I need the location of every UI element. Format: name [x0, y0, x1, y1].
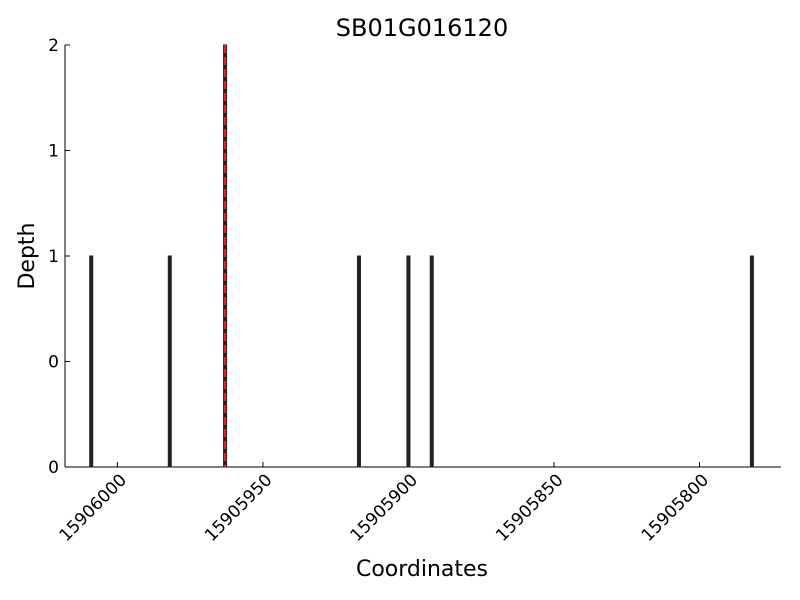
bar: [406, 255, 411, 468]
y-tick-label: 0: [48, 458, 59, 478]
bar: [89, 255, 94, 468]
x-tick-label: 15906000: [56, 470, 131, 545]
bar: [429, 255, 434, 468]
x-tick-label: 15905850: [492, 470, 567, 545]
y-tick-label: 1: [48, 247, 59, 267]
bar: [167, 255, 172, 468]
x-tick-label: 15905950: [201, 470, 276, 545]
y-axis-label: Depth: [15, 222, 40, 289]
x-tick-label: 15905900: [347, 470, 422, 545]
x-axis-label: Coordinates: [356, 557, 488, 582]
chart-title: SB01G016120: [336, 14, 508, 42]
y-tick-label: 0: [48, 353, 59, 373]
bar: [749, 255, 754, 468]
x-tick-label: 15905800: [638, 470, 713, 545]
y-tick-label: 1: [48, 142, 59, 162]
bar: [356, 255, 361, 468]
y-tick-label: 2: [48, 36, 59, 56]
